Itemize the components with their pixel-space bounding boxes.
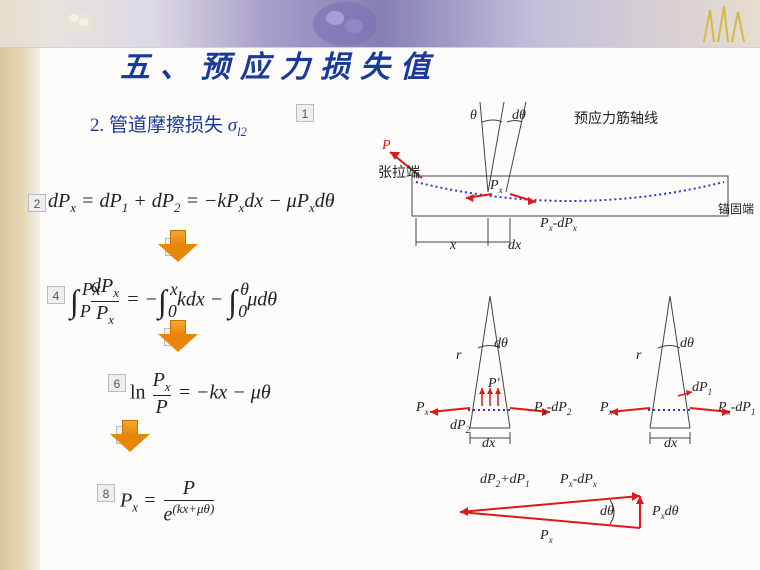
wl-px: Px xyxy=(416,400,429,417)
p-label: P xyxy=(382,138,391,154)
equation-4: Px = Pe(kx+μθ) xyxy=(120,478,216,526)
bt-pxdth: Pxdθ xyxy=(652,504,679,521)
eq2-llim2: 0 xyxy=(168,301,177,322)
dtheta-label: dθ xyxy=(512,108,526,124)
px-dpx-label: Px-dPx xyxy=(540,216,577,233)
eq3-rhs: = −kx − μθ xyxy=(178,381,271,403)
wl-dth: dθ xyxy=(494,336,508,352)
subtitle: 2. 管道摩擦损失 σl2 xyxy=(90,110,247,140)
wl-dx: dx xyxy=(482,436,495,452)
eq1-p0: dP xyxy=(48,190,70,212)
eq2-llim1: P xyxy=(80,301,91,322)
eq2-ulim3: θ xyxy=(240,279,249,300)
wr-dx: dx xyxy=(664,436,677,452)
subtitle-text: 2. 管道摩擦损失 xyxy=(90,115,223,136)
step-box-2: 2 xyxy=(28,194,46,212)
eq1-p2: = dP xyxy=(76,190,122,212)
eq4-num: P xyxy=(183,478,195,499)
flower-decoration-3 xyxy=(700,2,750,46)
flower-decoration-2 xyxy=(310,0,380,48)
diagram-wedge-right xyxy=(586,288,760,458)
wr-r: r xyxy=(636,348,641,364)
step-box-1: 1 xyxy=(296,104,314,122)
equation-3: ln PxP = −kx − μθ xyxy=(130,370,271,418)
eq1-p10: dθ xyxy=(315,190,335,212)
wl-pxdp2: Px-dP2 xyxy=(534,400,571,417)
step-box-8: 8 xyxy=(97,484,115,502)
anchor-end-label: 锚固端 xyxy=(718,200,754,217)
arrow-down-3 xyxy=(110,420,150,454)
step-box-6: 6 xyxy=(108,374,126,392)
eq1-p8: dx − μP xyxy=(244,190,309,212)
bt-dth: dθ xyxy=(600,504,614,520)
equation-1: dPx = dP1 + dP2 = −kPxdx − μPxdθ xyxy=(48,190,335,216)
subtitle-sigma: σ xyxy=(228,115,237,136)
wl-r: r xyxy=(456,348,461,364)
left-texture xyxy=(0,0,40,570)
eq4-exp: (kx+μθ) xyxy=(172,501,214,516)
main-title: 五、预应力损失值 xyxy=(120,42,440,86)
wr-pxdp1: Px-dP1 xyxy=(718,400,755,417)
bt-pxdpx: Px-dPx xyxy=(560,472,597,489)
eq1-p4: + dP xyxy=(128,190,174,212)
px-label: Px xyxy=(490,178,503,195)
eq3-den: P xyxy=(155,397,167,418)
wl-dp2: dP2 xyxy=(450,418,470,435)
bt-dp2dp1: dP2+dP1 xyxy=(480,472,530,489)
equation-2: ∫PxP dPxPx = −∫x0 kdx − ∫θ0 μdθ xyxy=(70,276,277,326)
eq2-ulim2: x xyxy=(170,279,178,300)
eq1-p6: = −kP xyxy=(180,190,238,212)
eq2-ulim1: Px xyxy=(82,279,101,299)
x-dim-label: x xyxy=(450,238,456,254)
step-box-4: 4 xyxy=(47,286,65,304)
diagram-wedge-left xyxy=(400,288,580,458)
subtitle-sigma-sub: l2 xyxy=(237,125,247,139)
arrow-down-1 xyxy=(158,230,198,264)
arrow-down-2 xyxy=(158,320,198,354)
bt-px: Px xyxy=(540,528,553,545)
dx-dim-label: dx xyxy=(508,238,521,254)
tension-end-label: 张拉端 xyxy=(378,162,420,182)
wl-pprime: P' xyxy=(488,376,500,392)
eq2-llim3: 0 xyxy=(238,301,247,322)
wr-dp1: dP1 xyxy=(692,380,712,397)
eq2-body1: kdx xyxy=(177,289,205,311)
top-banner xyxy=(0,0,760,48)
tendon-axis-label: 预应力筋轴线 xyxy=(574,108,658,128)
flower-decoration-1 xyxy=(60,8,98,38)
wr-px: Px xyxy=(600,400,613,417)
theta-label: θ xyxy=(470,108,477,124)
eq2-body2: μdθ xyxy=(247,289,277,311)
eq3-ln: ln xyxy=(130,381,146,403)
wr-dth: dθ xyxy=(680,336,694,352)
diagram-beam xyxy=(370,92,760,262)
